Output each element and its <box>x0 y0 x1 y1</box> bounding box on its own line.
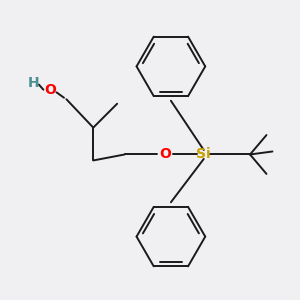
Text: Si: Si <box>196 148 211 161</box>
Text: O: O <box>159 148 171 161</box>
Text: O: O <box>44 83 56 97</box>
Text: H: H <box>28 76 39 90</box>
